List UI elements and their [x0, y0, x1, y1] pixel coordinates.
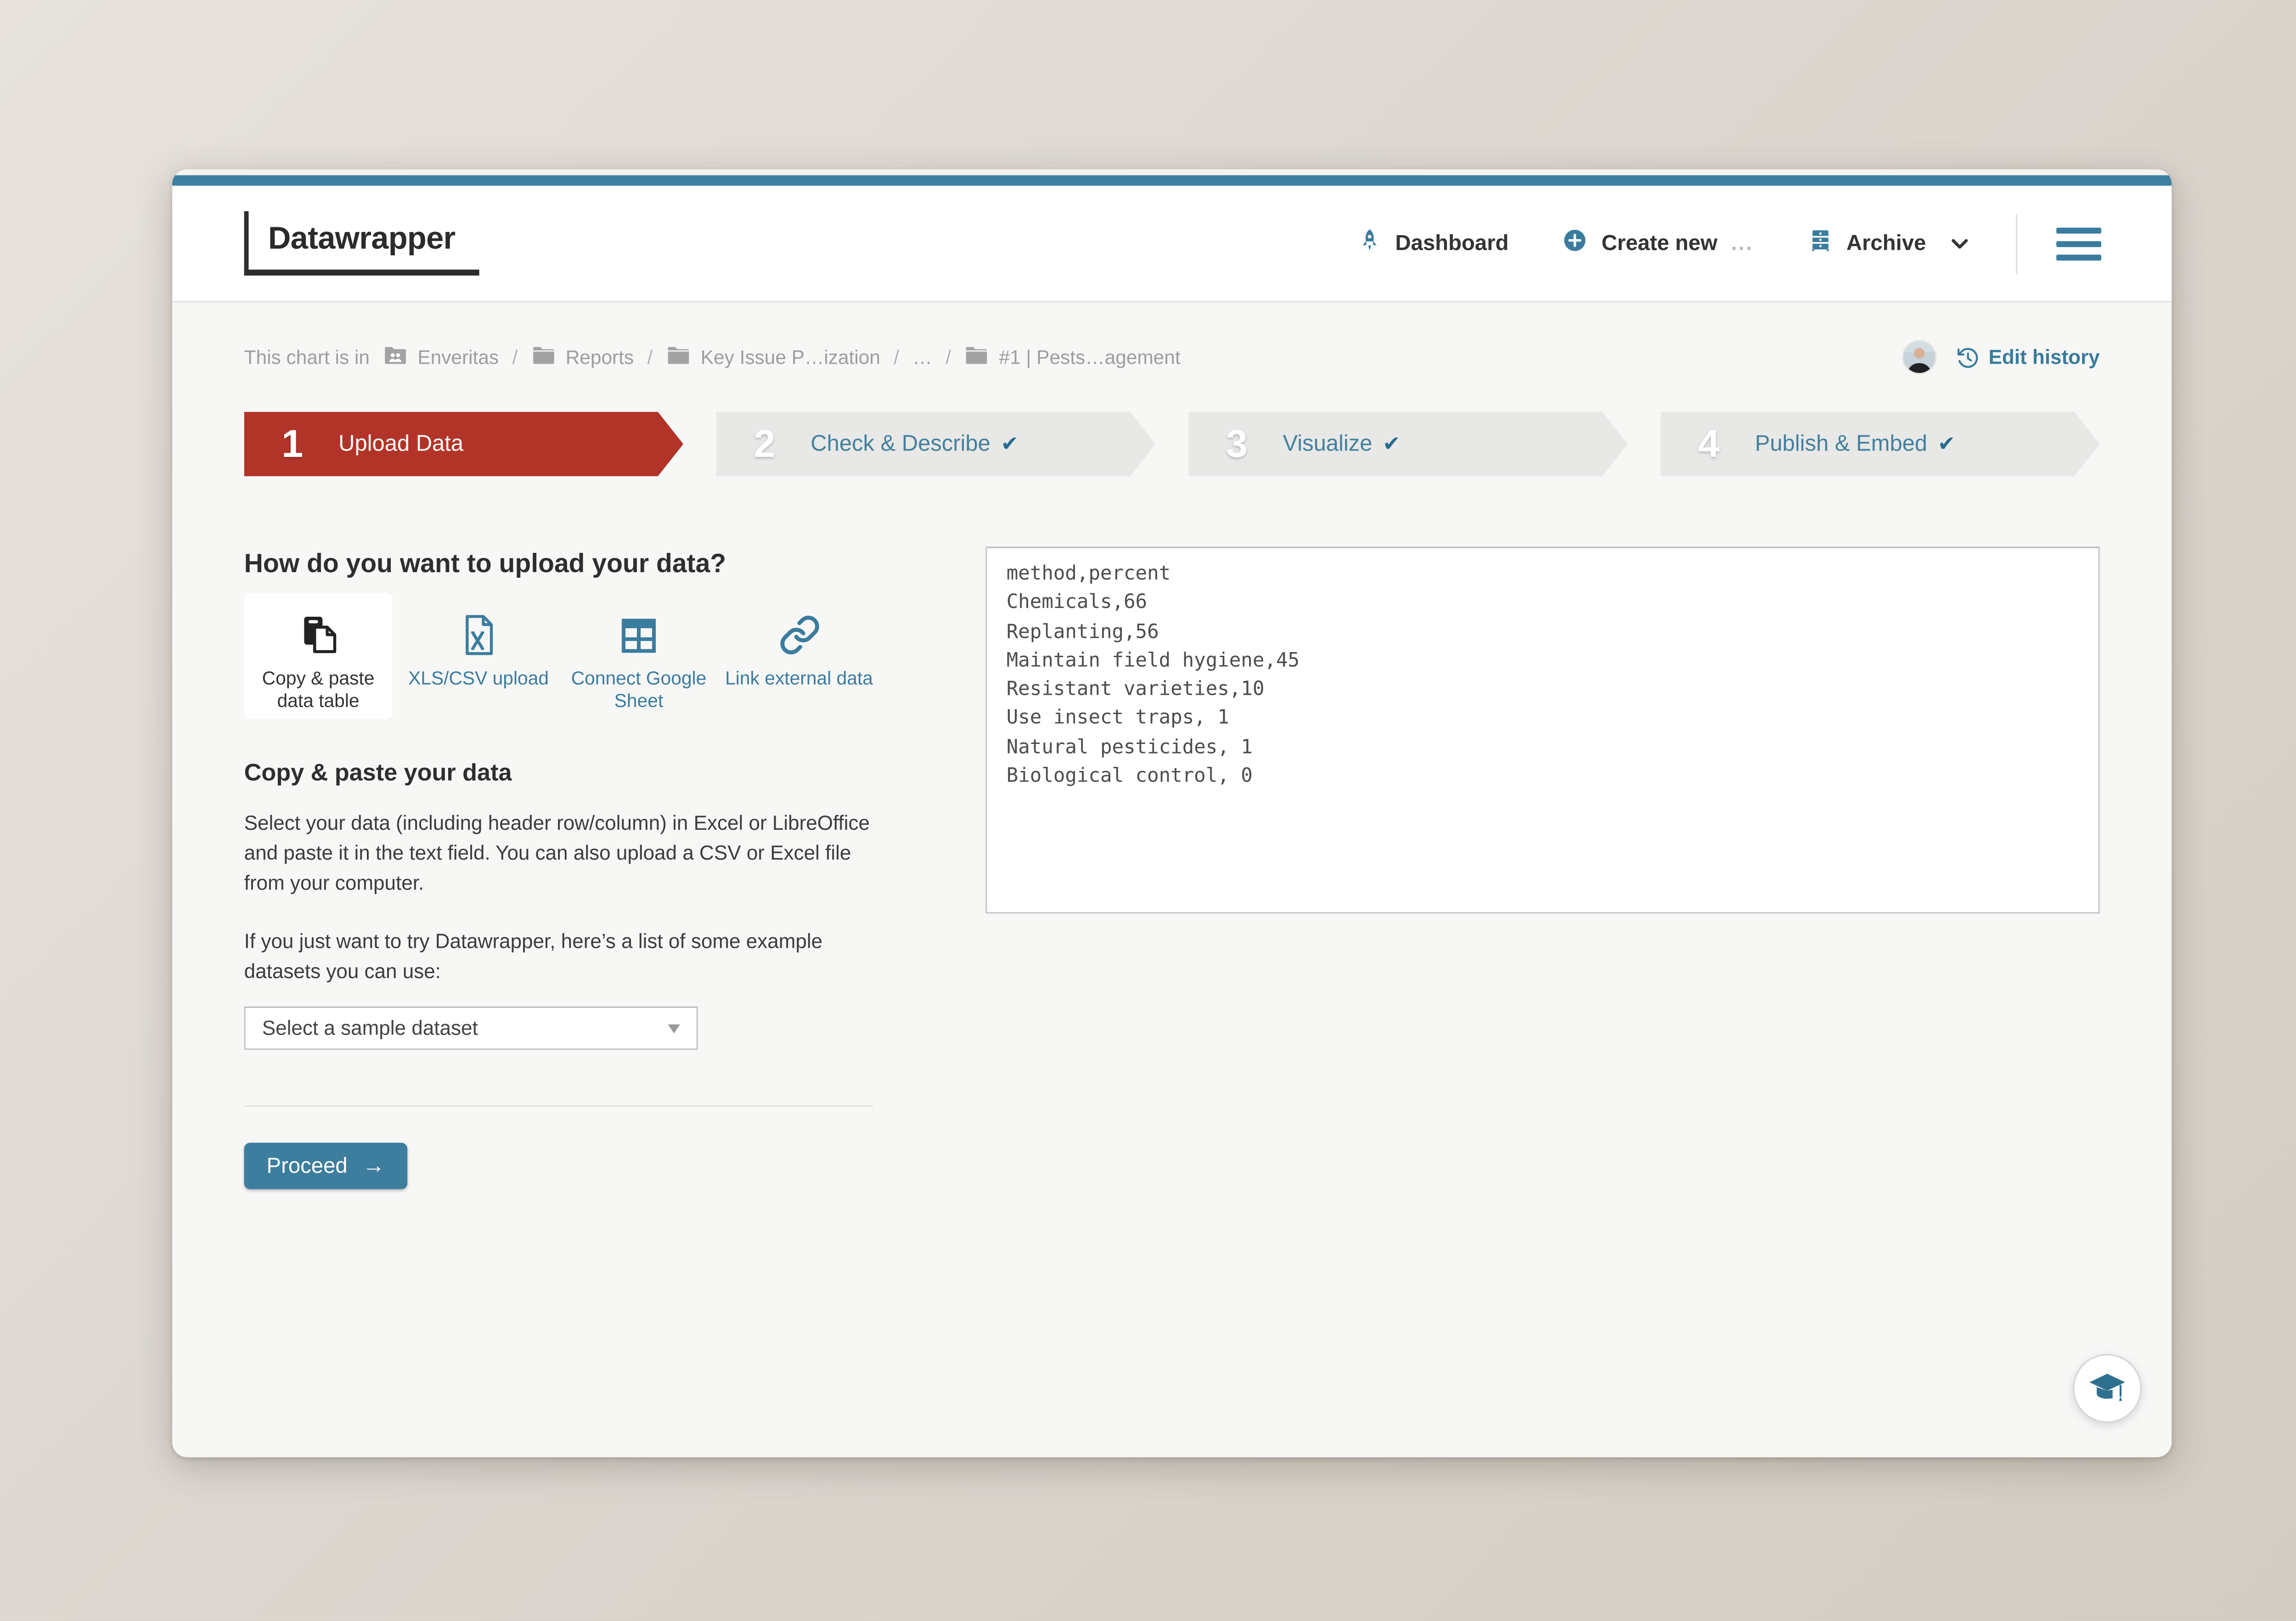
- breadcrumb-item-folder[interactable]: Key Issue P…ization: [666, 344, 880, 370]
- breadcrumb-item-label: #1 | Pests…agement: [999, 346, 1181, 369]
- archive-drawer-icon: [1807, 228, 1833, 259]
- nav-archive[interactable]: Archive: [1807, 228, 1971, 259]
- breadcrumb-separator: /: [945, 346, 951, 369]
- avatar[interactable]: [1903, 341, 1935, 373]
- upload-panel: How do you want to upload your data?: [244, 546, 873, 1189]
- breadcrumb-item-folder[interactable]: Reports: [531, 344, 634, 370]
- nav-archive-label: Archive: [1846, 231, 1926, 256]
- step-label: Publish & Embed: [1755, 431, 1928, 457]
- step-publish-embed[interactable]: 4 Publish & Embed ✔: [1660, 412, 2099, 476]
- page-content: This chart is in Enveritas /: [172, 303, 2172, 1458]
- instructions-paragraph: Select your data (including header row/c…: [244, 811, 870, 895]
- history-clock-icon: [1956, 345, 1980, 369]
- nav-divider: [2016, 213, 2018, 274]
- option-copy-paste[interactable]: Copy & paste data table: [244, 593, 393, 719]
- breadcrumb: This chart is in Enveritas /: [244, 341, 2100, 373]
- edit-history-label: Edit history: [1988, 346, 2100, 369]
- upload-options: Copy & paste data table: [244, 593, 873, 719]
- edit-history-link[interactable]: Edit history: [1956, 345, 2100, 369]
- graduation-cap-icon: [2088, 1369, 2127, 1408]
- folder-icon: [666, 344, 690, 370]
- step-number: 1: [281, 421, 304, 466]
- breadcrumb-separator: /: [512, 346, 518, 369]
- data-input-textarea[interactable]: method,percent Chemicals,66 Replanting,5…: [985, 546, 2100, 914]
- step-label: Upload Data: [338, 431, 464, 457]
- breadcrumb-prefix: This chart is in: [244, 346, 370, 369]
- sample-dataset-select[interactable]: Select a sample dataset: [244, 1006, 698, 1050]
- step-number: 3: [1226, 421, 1248, 466]
- upload-heading: How do you want to upload your data?: [244, 548, 726, 578]
- main-nav: Dashboard Create new ...: [1302, 213, 2101, 274]
- select-caret-icon: [668, 1024, 680, 1033]
- breadcrumb-item-team[interactable]: Enveritas: [383, 344, 499, 370]
- breadcrumb-separator: /: [647, 346, 653, 369]
- step-label: Visualize: [1283, 431, 1373, 457]
- step-check-describe[interactable]: 2 Check & Describe ✔: [716, 412, 1155, 476]
- nav-create-new-ellipsis: ...: [1731, 231, 1754, 256]
- link-icon: [778, 613, 820, 658]
- option-google-sheet[interactable]: Connect Google Sheet: [565, 593, 713, 719]
- chevron-down-icon: [1948, 232, 1971, 255]
- step-upload-data[interactable]: 1 Upload Data: [244, 412, 683, 476]
- nav-create-new[interactable]: Create new ...: [1563, 228, 1754, 259]
- accent-bar: [172, 175, 2172, 186]
- nav-dashboard[interactable]: Dashboard: [1356, 228, 1509, 259]
- option-label: Copy & paste data table: [262, 668, 375, 711]
- option-label: Link external data: [725, 668, 873, 689]
- check-icon: ✔: [1937, 431, 1956, 456]
- rocket-icon: [1356, 228, 1382, 259]
- breadcrumb-separator: /: [894, 346, 900, 369]
- breadcrumb-item-label: Enveritas: [417, 346, 499, 369]
- window-edge: [172, 169, 2172, 175]
- app-logo[interactable]: Datawrapper: [244, 211, 479, 276]
- option-link-external[interactable]: Link external data: [725, 593, 873, 719]
- folder-icon: [531, 344, 555, 370]
- app-window: Datawrapper Dashboard: [172, 169, 2172, 1458]
- copy-paste-heading: Copy & paste your data: [244, 760, 512, 787]
- option-label: XLS/CSV upload: [408, 668, 549, 689]
- breadcrumb-item-label: …: [912, 346, 932, 369]
- section-divider: [244, 1105, 873, 1107]
- breadcrumb-item-ellipsis[interactable]: …: [912, 346, 932, 368]
- team-folder-icon: [383, 344, 407, 370]
- copy-paste-icon: [297, 613, 339, 658]
- arrow-right-icon: →: [362, 1153, 385, 1179]
- menu-button[interactable]: [2056, 222, 2101, 264]
- proceed-button[interactable]: Proceed →: [244, 1143, 408, 1189]
- breadcrumb-item-label: Reports: [565, 346, 634, 369]
- xls-file-icon: [459, 613, 498, 658]
- google-sheet-icon: [619, 613, 659, 658]
- option-label: Connect Google Sheet: [571, 668, 707, 711]
- app-header: Datawrapper Dashboard: [172, 186, 2172, 303]
- step-number: 4: [1698, 421, 1720, 466]
- check-icon: ✔: [1383, 431, 1401, 456]
- sample-datasets-paragraph: If you just want to try Datawrapper, her…: [244, 930, 823, 983]
- option-xls-csv[interactable]: XLS/CSV upload: [405, 593, 553, 719]
- step-visualize[interactable]: 3 Visualize ✔: [1188, 412, 1627, 476]
- plus-circle-icon: [1563, 228, 1588, 259]
- sample-dataset-select-value: Select a sample dataset: [262, 1017, 478, 1040]
- nav-create-new-label: Create new: [1601, 231, 1718, 256]
- folder-icon: [964, 344, 988, 370]
- breadcrumb-item-chart[interactable]: #1 | Pests…agement: [964, 344, 1181, 370]
- proceed-label: Proceed: [266, 1154, 348, 1178]
- step-label: Check & Describe: [810, 431, 990, 457]
- breadcrumb-item-label: Key Issue P…ization: [700, 346, 880, 369]
- step-number: 2: [754, 421, 776, 466]
- main-area: How do you want to upload your data?: [244, 546, 2100, 1189]
- nav-dashboard-label: Dashboard: [1395, 231, 1509, 256]
- check-icon: ✔: [1001, 431, 1019, 456]
- learn-button[interactable]: [2072, 1354, 2142, 1423]
- wizard-steps: 1 Upload Data 2 Check & Describe ✔ 3 Vis…: [244, 412, 2100, 476]
